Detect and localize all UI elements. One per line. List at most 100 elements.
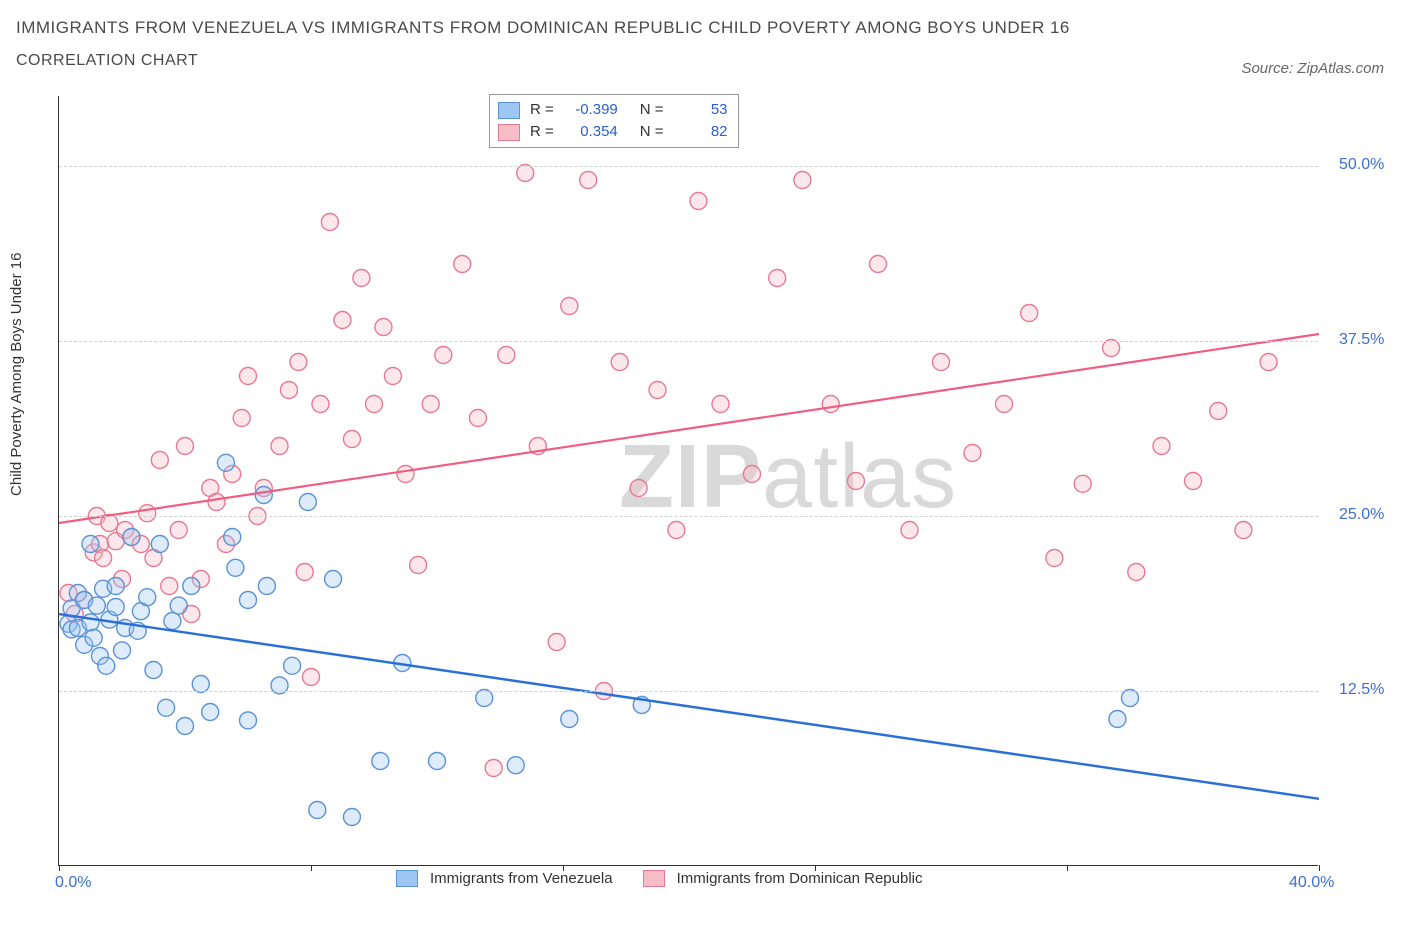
data-point [375, 319, 392, 336]
data-point [435, 347, 452, 364]
data-point [384, 368, 401, 385]
data-point [469, 410, 486, 427]
data-point [353, 270, 370, 287]
x-tick-label: 0.0% [55, 874, 91, 892]
data-point [240, 712, 257, 729]
data-point [224, 529, 241, 546]
n-label: N = [640, 99, 664, 121]
source-credit: Source: ZipAtlas.com [1241, 60, 1384, 77]
y-tick-label: 25.0% [1339, 506, 1384, 524]
r-label: R = [530, 99, 554, 121]
r-value-venezuela: -0.399 [564, 99, 618, 121]
data-point [82, 614, 99, 631]
data-point [303, 669, 320, 686]
legend-label-venezuela: Immigrants from Venezuela [430, 870, 613, 887]
data-point [611, 354, 628, 371]
data-point [240, 592, 257, 609]
data-point [548, 634, 565, 651]
r-label: R = [530, 121, 554, 143]
data-point [95, 550, 112, 567]
data-point [139, 589, 156, 606]
plot-area: ZIPatlas R = -0.399 N = 53 R = 0.354 N =… [58, 96, 1318, 866]
data-point [1109, 711, 1126, 728]
legend-stats-row: R = -0.399 N = 53 [498, 99, 728, 121]
data-point [847, 473, 864, 490]
data-point [561, 298, 578, 315]
data-point [240, 368, 257, 385]
n-value-dominican: 82 [674, 121, 728, 143]
data-point [158, 699, 175, 716]
data-point [422, 396, 439, 413]
data-point [280, 382, 297, 399]
swatch-venezuela [396, 870, 418, 887]
data-point [255, 487, 272, 504]
data-point [227, 559, 244, 576]
data-point [498, 347, 515, 364]
data-point [192, 676, 209, 693]
data-point [1185, 473, 1202, 490]
data-point [1074, 475, 1091, 492]
data-point [964, 445, 981, 462]
data-point [139, 505, 156, 522]
data-point [208, 494, 225, 511]
data-point [343, 809, 360, 826]
swatch-venezuela [498, 102, 520, 119]
data-point [164, 613, 181, 630]
data-point [202, 704, 219, 721]
data-point [996, 396, 1013, 413]
legend-item-dominican: Immigrants from Dominican Republic [643, 870, 923, 887]
data-point [901, 522, 918, 539]
data-point [321, 214, 338, 231]
legend-stats-box: R = -0.399 N = 53 R = 0.354 N = 82 [489, 94, 739, 148]
data-point [454, 256, 471, 273]
data-point [561, 711, 578, 728]
y-tick-label: 50.0% [1339, 156, 1384, 174]
data-point [794, 172, 811, 189]
chart-main-title: IMMIGRANTS FROM VENEZUELA VS IMMIGRANTS … [16, 18, 1406, 38]
data-point [1046, 550, 1063, 567]
legend-item-venezuela: Immigrants from Venezuela [396, 870, 613, 887]
legend-stats-row: R = 0.354 N = 82 [498, 121, 728, 143]
data-point [183, 578, 200, 595]
data-point [217, 454, 234, 471]
y-tick-label: 12.5% [1339, 681, 1384, 699]
data-point [507, 757, 524, 774]
data-point [870, 256, 887, 273]
data-point [744, 466, 761, 483]
data-point [933, 354, 950, 371]
data-point [1153, 438, 1170, 455]
data-point [114, 642, 131, 659]
chart-subtitle: CORRELATION CHART [16, 52, 1406, 70]
data-point [170, 597, 187, 614]
data-point [98, 657, 115, 674]
data-point [161, 578, 178, 595]
data-point [177, 438, 194, 455]
data-point [1021, 305, 1038, 322]
data-point [366, 396, 383, 413]
n-value-venezuela: 53 [674, 99, 728, 121]
data-point [151, 536, 168, 553]
data-point [429, 753, 446, 770]
x-tick-label: 40.0% [1289, 874, 1334, 892]
data-point [170, 522, 187, 539]
data-point [822, 396, 839, 413]
swatch-dominican [498, 124, 520, 141]
data-point [284, 657, 301, 674]
y-axis-title: Child Poverty Among Boys Under 16 [8, 253, 25, 496]
data-point [476, 690, 493, 707]
data-point [1235, 522, 1252, 539]
data-point [580, 172, 597, 189]
data-point [410, 557, 427, 574]
data-point [309, 802, 326, 819]
data-point [1128, 564, 1145, 581]
data-point [296, 564, 313, 581]
data-point [1103, 340, 1120, 357]
data-point [299, 494, 316, 511]
data-point [290, 354, 307, 371]
data-point [107, 578, 124, 595]
data-point [258, 578, 275, 595]
correlation-chart: Child Poverty Among Boys Under 16 ZIPatl… [16, 96, 1390, 916]
y-tick-label: 37.5% [1339, 331, 1384, 349]
data-point [1210, 403, 1227, 420]
n-label: N = [640, 121, 664, 143]
